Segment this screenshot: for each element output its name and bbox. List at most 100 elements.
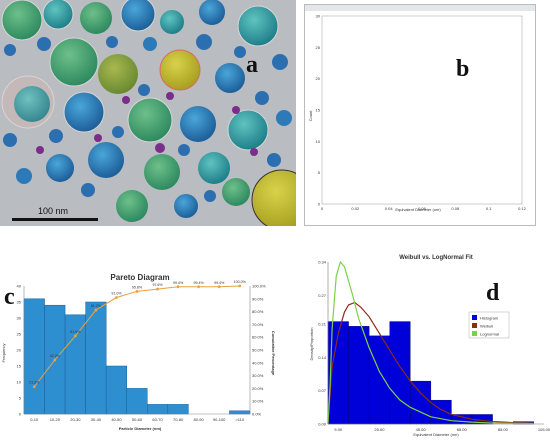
c-cumulative-point [115, 296, 118, 299]
c-cumulative-label: 61.0% [70, 330, 81, 334]
b-ytick-label: 15 [316, 108, 321, 113]
c-ytick-label: 0 [19, 412, 22, 417]
b-xtick-label: 0.08 [451, 206, 460, 211]
d-xtick-label: 5.00 [334, 427, 343, 432]
c-bar [229, 410, 251, 415]
d-xtick-label: 105.00 [538, 427, 550, 432]
c-cumulative-point [197, 285, 201, 289]
c-cumulative-label: 21.3% [29, 381, 40, 385]
c-bar [167, 404, 189, 415]
b-ytick-label: 10 [316, 139, 321, 144]
c-bar [23, 298, 45, 415]
c-cumulative-label: 99.4% [214, 281, 225, 285]
d-xtick-label: 65.00 [457, 427, 468, 432]
d-legend-label: Lognormal [480, 332, 499, 337]
b-ytick-label: 30 [316, 14, 321, 19]
c-xtick-label: 30-40 [91, 417, 102, 422]
c-cumulative-point [73, 334, 77, 338]
c-y2tick-label: 70.0% [252, 322, 264, 327]
panel-c-pareto: Pareto Diagram 0-10 10-20 20-30 30-40 40-50 5… [0, 268, 276, 433]
b-xtick-label: 0.02 [351, 206, 360, 211]
d-xtick-label: 25.00 [374, 427, 385, 432]
b-ytick-label: 0 [318, 202, 321, 207]
d-ytick-label: 0.34 [318, 260, 327, 265]
c-xtick-label: 60-70 [152, 417, 163, 422]
c-ytick-label: 30 [17, 316, 22, 321]
scale-bar-label: 100 nm [38, 206, 68, 216]
c-y2tick-label: 80.0% [252, 309, 264, 314]
d-title: Weibull vs. LogNormal Fit [399, 255, 473, 261]
d-ytick-label: 0.14 [318, 355, 327, 360]
c-y2tick-label: 50.0% [252, 348, 264, 353]
c-xtick-label: 10-20 [50, 417, 61, 422]
c-bar [147, 404, 169, 415]
c-xtick-label: 70-80 [173, 417, 184, 422]
c-y2tick-label: 20.0% [252, 386, 264, 391]
b-ytick-label: 5 [318, 170, 321, 175]
c-ytick-label: 15 [17, 364, 22, 369]
small-particles [3, 34, 292, 202]
c-xtick-label: 0-10 [30, 417, 39, 422]
c-title: Pareto Diagram [110, 273, 169, 282]
c-y2tick-label: 10.0% [252, 399, 264, 404]
c-cumulative-label: 100.0% [234, 280, 247, 284]
c-xlabel: Particle Diameter (nm) [119, 426, 162, 431]
c-cumulative-label: 99.4% [173, 281, 184, 285]
micrograph-image: 100 nm a [0, 0, 313, 231]
d-bar [348, 326, 370, 425]
c-bar [126, 388, 148, 415]
c-xtick-label: 40-50 [111, 417, 122, 422]
d-legend-label: Weibull [480, 324, 493, 329]
d-ytick-label: 0.27 [318, 293, 327, 298]
c-cumulative-label: 81.2% [91, 304, 102, 308]
fit-d-chart: Weibull vs. LogNormal Fit 5.00 25.00 45.00… [306, 248, 550, 438]
d-xtick-label: 85.00 [498, 427, 509, 432]
panel-d-fit: Weibull vs. LogNormal Fit 5.00 25.00 45.00… [306, 248, 550, 438]
scale-bar [12, 218, 98, 221]
d-xlabel: Equivalent Diameter (nm) [413, 432, 459, 437]
c-cumulative-label: 42.2% [50, 354, 61, 358]
c-cumulative-point [135, 289, 139, 293]
c-cumulative-point [94, 308, 98, 312]
c-ytick-label: 5 [19, 396, 22, 401]
b-xlabel: Equivalent Diameter (um) [395, 207, 441, 212]
panel-letter-d: d [486, 280, 500, 306]
b-xtick-label: 0.1 [486, 206, 492, 211]
c-ytick-label: 20 [17, 348, 22, 353]
c-xtick-label: >110 [235, 417, 244, 422]
c-ytick-label: 25 [17, 332, 22, 337]
c-xtick-label: 90-100 [213, 417, 226, 422]
c-y2tick-label: 60.0% [252, 335, 264, 340]
c-ytick-label: 40 [17, 284, 22, 289]
d-bar [368, 335, 390, 425]
c-xtick-label: 80-90 [194, 417, 205, 422]
panel-a-micrograph: 100 nm a [0, 0, 313, 231]
c-y2tick-label: 40.0% [252, 360, 264, 365]
c-cumulative-point [217, 285, 221, 289]
c-cumulative-label: 97.6% [152, 283, 163, 287]
c-y2label: Cumulative Percentage [271, 331, 276, 376]
c-y2tick-label: 100.0% [252, 284, 266, 289]
d-bar [389, 321, 411, 425]
d-bar [451, 414, 473, 425]
d-weibull-curve [327, 301, 534, 425]
panel-letter-b: b [456, 56, 469, 82]
b-ytick-label: 20 [316, 76, 321, 81]
d-lognormal-curve [327, 260, 534, 425]
histogram-b-chart: 0 0.02 0.04 0.06 0.08 0.1 0.12 0 5 10 15 20 25 30 Equ… [304, 4, 536, 226]
c-cumulative-label: 99.4% [194, 281, 205, 285]
c-cumulative-point [176, 285, 180, 289]
c-cumulative-point [32, 385, 36, 389]
d-ytick-label: 0.21 [318, 321, 327, 326]
c-xtick-label: 20-30 [70, 417, 81, 422]
c-cumulative-point [156, 287, 159, 291]
c-cumulative-point [238, 284, 242, 288]
c-ylabel: Frequency [1, 344, 6, 363]
c-y2tick-label: 0.0% [252, 412, 262, 417]
panel-letter-c: c [4, 284, 15, 310]
b-ylabel: Count [308, 110, 313, 122]
c-y2tick-label: 90.0% [252, 296, 264, 301]
d-legend-label: Histogram [480, 316, 499, 321]
c-bar [105, 365, 127, 415]
d-ylabel: Density/Proportion [309, 328, 314, 361]
